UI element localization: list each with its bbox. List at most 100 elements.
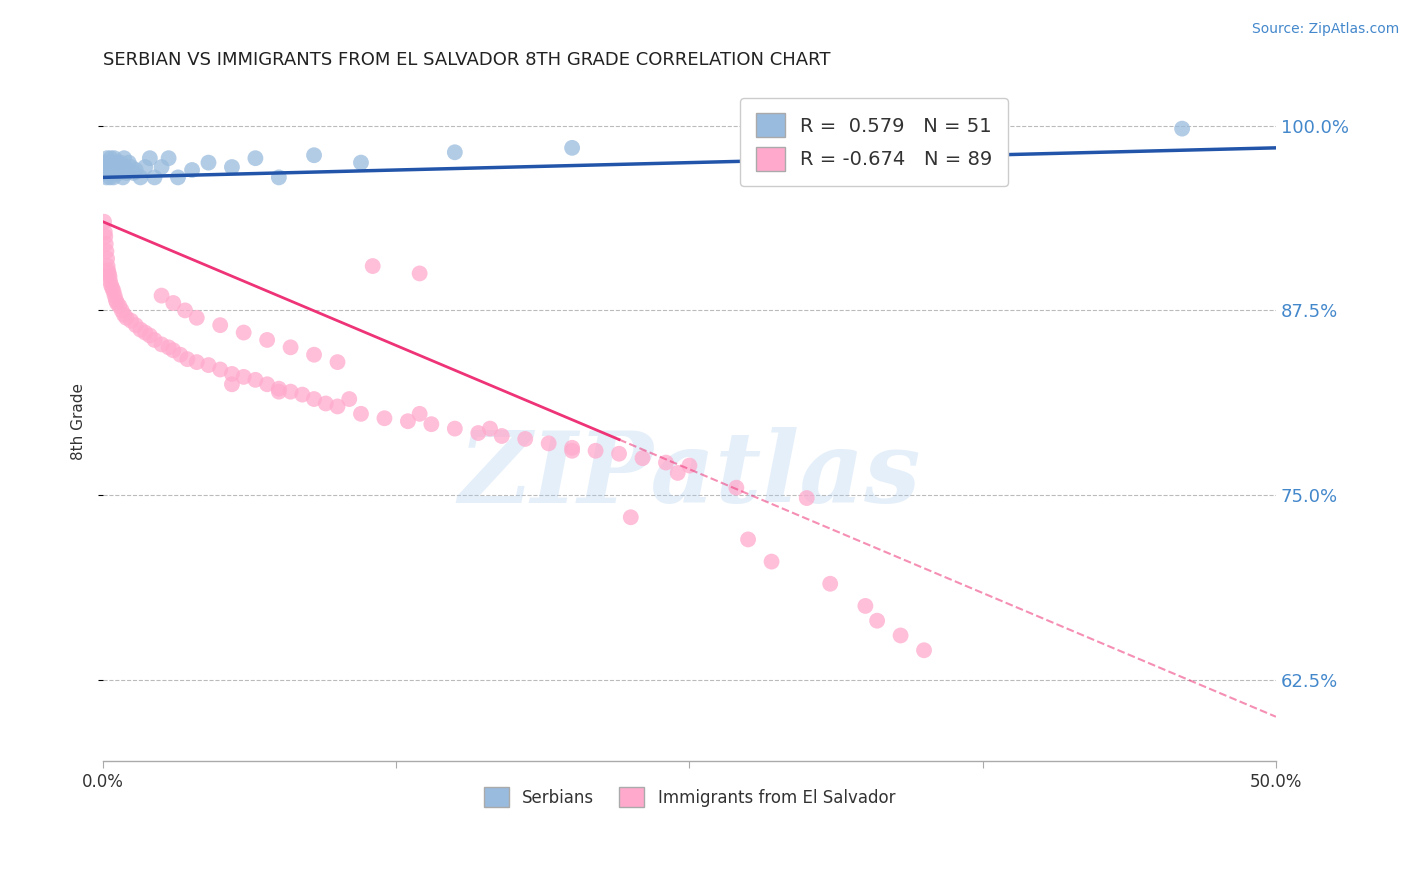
Point xyxy=(112,308,135,322)
Point xyxy=(97,263,120,277)
Point xyxy=(94,155,117,169)
Point xyxy=(561,141,583,155)
Point xyxy=(267,382,290,396)
Point xyxy=(420,417,443,432)
Point xyxy=(96,244,118,259)
Point xyxy=(267,384,290,399)
Point xyxy=(350,155,373,169)
Point xyxy=(467,425,489,440)
Point xyxy=(267,170,290,185)
Point xyxy=(491,429,513,443)
Point xyxy=(129,170,152,185)
Point xyxy=(111,170,134,185)
Point xyxy=(302,392,325,406)
Point xyxy=(101,155,124,169)
Point xyxy=(108,299,131,313)
Point xyxy=(443,421,465,435)
Point xyxy=(98,274,121,288)
Point xyxy=(94,166,117,180)
Point xyxy=(291,387,314,401)
Legend: Serbians, Immigrants from El Salvador: Serbians, Immigrants from El Salvador xyxy=(477,780,901,814)
Point xyxy=(607,447,630,461)
Point xyxy=(97,160,120,174)
Point xyxy=(209,318,232,333)
Point xyxy=(209,362,232,376)
Point xyxy=(302,348,325,362)
Point xyxy=(139,151,162,165)
Point xyxy=(103,284,125,298)
Point xyxy=(315,396,337,410)
Point xyxy=(853,599,876,613)
Point xyxy=(150,160,173,174)
Point xyxy=(105,296,128,310)
Point xyxy=(408,407,430,421)
Point xyxy=(167,170,190,185)
Point xyxy=(631,451,654,466)
Point xyxy=(326,400,349,414)
Point xyxy=(125,318,148,333)
Point xyxy=(103,170,125,185)
Point xyxy=(108,166,131,180)
Point xyxy=(396,414,419,428)
Point xyxy=(1171,121,1194,136)
Point xyxy=(115,166,138,180)
Point xyxy=(104,166,127,180)
Point xyxy=(561,443,583,458)
Point xyxy=(139,328,162,343)
Point xyxy=(100,160,122,174)
Point xyxy=(94,229,117,244)
Point xyxy=(97,267,120,281)
Point xyxy=(100,278,122,293)
Point xyxy=(114,160,136,174)
Point xyxy=(186,310,208,325)
Point xyxy=(101,163,124,178)
Point xyxy=(94,225,117,239)
Point xyxy=(585,443,607,458)
Point xyxy=(162,296,184,310)
Point xyxy=(666,466,689,480)
Point xyxy=(796,491,818,505)
Point xyxy=(162,343,184,358)
Point xyxy=(150,337,173,351)
Point xyxy=(157,340,180,354)
Text: ZIPatlas: ZIPatlas xyxy=(458,427,921,524)
Point xyxy=(181,163,204,178)
Point xyxy=(186,355,208,369)
Point xyxy=(122,166,145,180)
Point xyxy=(169,348,191,362)
Point xyxy=(515,432,537,446)
Point xyxy=(221,160,243,174)
Point xyxy=(232,370,254,384)
Point xyxy=(620,510,643,524)
Text: SERBIAN VS IMMIGRANTS FROM EL SALVADOR 8TH GRADE CORRELATION CHART: SERBIAN VS IMMIGRANTS FROM EL SALVADOR 8… xyxy=(103,51,831,69)
Point xyxy=(110,155,132,169)
Text: Source: ZipAtlas.com: Source: ZipAtlas.com xyxy=(1251,22,1399,37)
Point xyxy=(197,155,219,169)
Point xyxy=(97,166,120,180)
Point xyxy=(134,160,156,174)
Point xyxy=(97,259,120,273)
Point xyxy=(120,160,142,174)
Point xyxy=(245,373,267,387)
Point xyxy=(890,628,912,642)
Point xyxy=(150,288,173,302)
Point xyxy=(112,151,135,165)
Point xyxy=(761,555,783,569)
Point xyxy=(280,340,302,354)
Point xyxy=(408,267,430,281)
Point xyxy=(94,236,117,251)
Point xyxy=(104,293,127,307)
Point xyxy=(256,333,278,347)
Point xyxy=(302,148,325,162)
Point xyxy=(97,155,120,169)
Point xyxy=(96,170,118,185)
Point xyxy=(561,441,583,455)
Point xyxy=(101,166,124,180)
Point xyxy=(655,456,678,470)
Point xyxy=(326,355,349,369)
Point xyxy=(115,310,138,325)
Point xyxy=(350,407,373,421)
Point xyxy=(111,163,134,178)
Point xyxy=(221,377,243,392)
Point xyxy=(221,367,243,381)
